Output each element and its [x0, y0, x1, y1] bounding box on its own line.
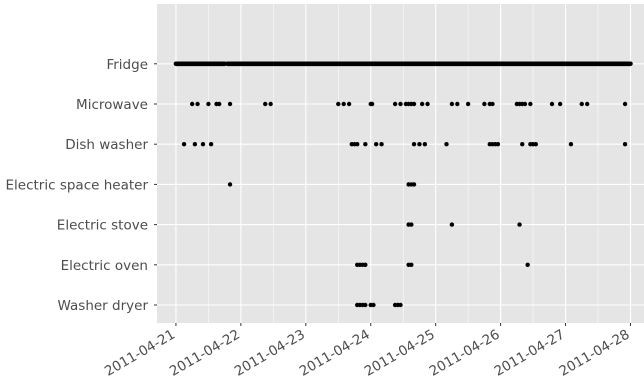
data-point — [206, 101, 211, 107]
data-point — [579, 101, 584, 107]
data-point — [181, 142, 187, 147]
y-tick-label: Microwave — [76, 97, 148, 113]
x-tick-label: 2011-04-27 — [492, 327, 568, 380]
data-point — [449, 101, 455, 107]
data-point — [557, 101, 563, 107]
data-point — [392, 101, 398, 107]
data-point — [363, 302, 368, 308]
data-point — [465, 101, 471, 107]
data-point — [195, 101, 200, 107]
x-tick-label: 2011-04-23 — [232, 327, 308, 380]
y-tick-label: Electric stove — [57, 218, 148, 234]
x-tick-label: 2011-04-26 — [427, 327, 503, 380]
y-tick-label: Washer dryer — [58, 298, 149, 314]
data-point — [398, 101, 403, 107]
data-point — [490, 101, 495, 107]
data-point — [217, 101, 222, 107]
data-point — [444, 142, 449, 147]
data-point — [533, 142, 538, 147]
x-tick-label: 2011-04-21 — [102, 327, 178, 380]
data-point — [425, 101, 430, 107]
data-point — [495, 142, 501, 147]
x-tick-label: 2011-04-24 — [297, 327, 373, 380]
data-point — [346, 101, 352, 107]
y-axis: Washer dryer Electric oven Electric stove E… — [6, 57, 157, 314]
data-point — [417, 142, 422, 147]
data-point — [482, 101, 487, 107]
data-point — [373, 142, 379, 147]
data-point — [409, 222, 414, 227]
data-point — [568, 142, 574, 147]
data-point — [409, 262, 414, 267]
data-point — [422, 142, 428, 147]
data-point — [455, 101, 460, 107]
plot-panel — [157, 4, 644, 323]
data-point — [227, 101, 233, 107]
data-point — [622, 101, 628, 107]
x-tick-label: 2011-04-25 — [362, 327, 438, 380]
data-point — [411, 101, 417, 107]
data-point — [411, 142, 417, 147]
y-tick-label: Fridge — [106, 57, 148, 73]
data-point — [263, 101, 268, 107]
data-point — [517, 222, 522, 227]
data-point — [227, 182, 233, 187]
data-point — [189, 101, 195, 107]
data-point — [363, 262, 368, 267]
data-point — [549, 101, 555, 107]
data-point — [522, 101, 528, 107]
data-point — [398, 302, 403, 308]
data-point — [363, 142, 368, 147]
data-point — [369, 101, 375, 107]
data-point — [525, 262, 530, 267]
data-point — [192, 142, 198, 147]
data-point — [528, 101, 533, 107]
data-point — [419, 101, 425, 107]
data-point — [379, 142, 384, 147]
data-point — [584, 101, 590, 107]
data-point — [520, 142, 525, 147]
data-point — [622, 142, 628, 147]
data-point — [336, 101, 341, 107]
data-point — [200, 142, 206, 147]
x-tick-label: 2011-04-28 — [557, 327, 633, 380]
data-point — [355, 142, 360, 147]
data-point — [208, 142, 214, 147]
y-tick-label: Dish washer — [65, 137, 148, 153]
y-tick-label: Electric space heater — [6, 177, 149, 193]
data-point — [268, 101, 273, 107]
data-point — [449, 222, 455, 227]
y-tick-label: Electric oven — [61, 258, 148, 274]
x-axis: 2011-04-212011-04-222011-04-232011-04-24… — [102, 323, 632, 380]
data-point — [411, 182, 417, 187]
data-point — [371, 302, 376, 308]
x-tick-label: 2011-04-22 — [167, 327, 243, 380]
data-point — [341, 101, 346, 107]
data-points — [173, 61, 633, 308]
